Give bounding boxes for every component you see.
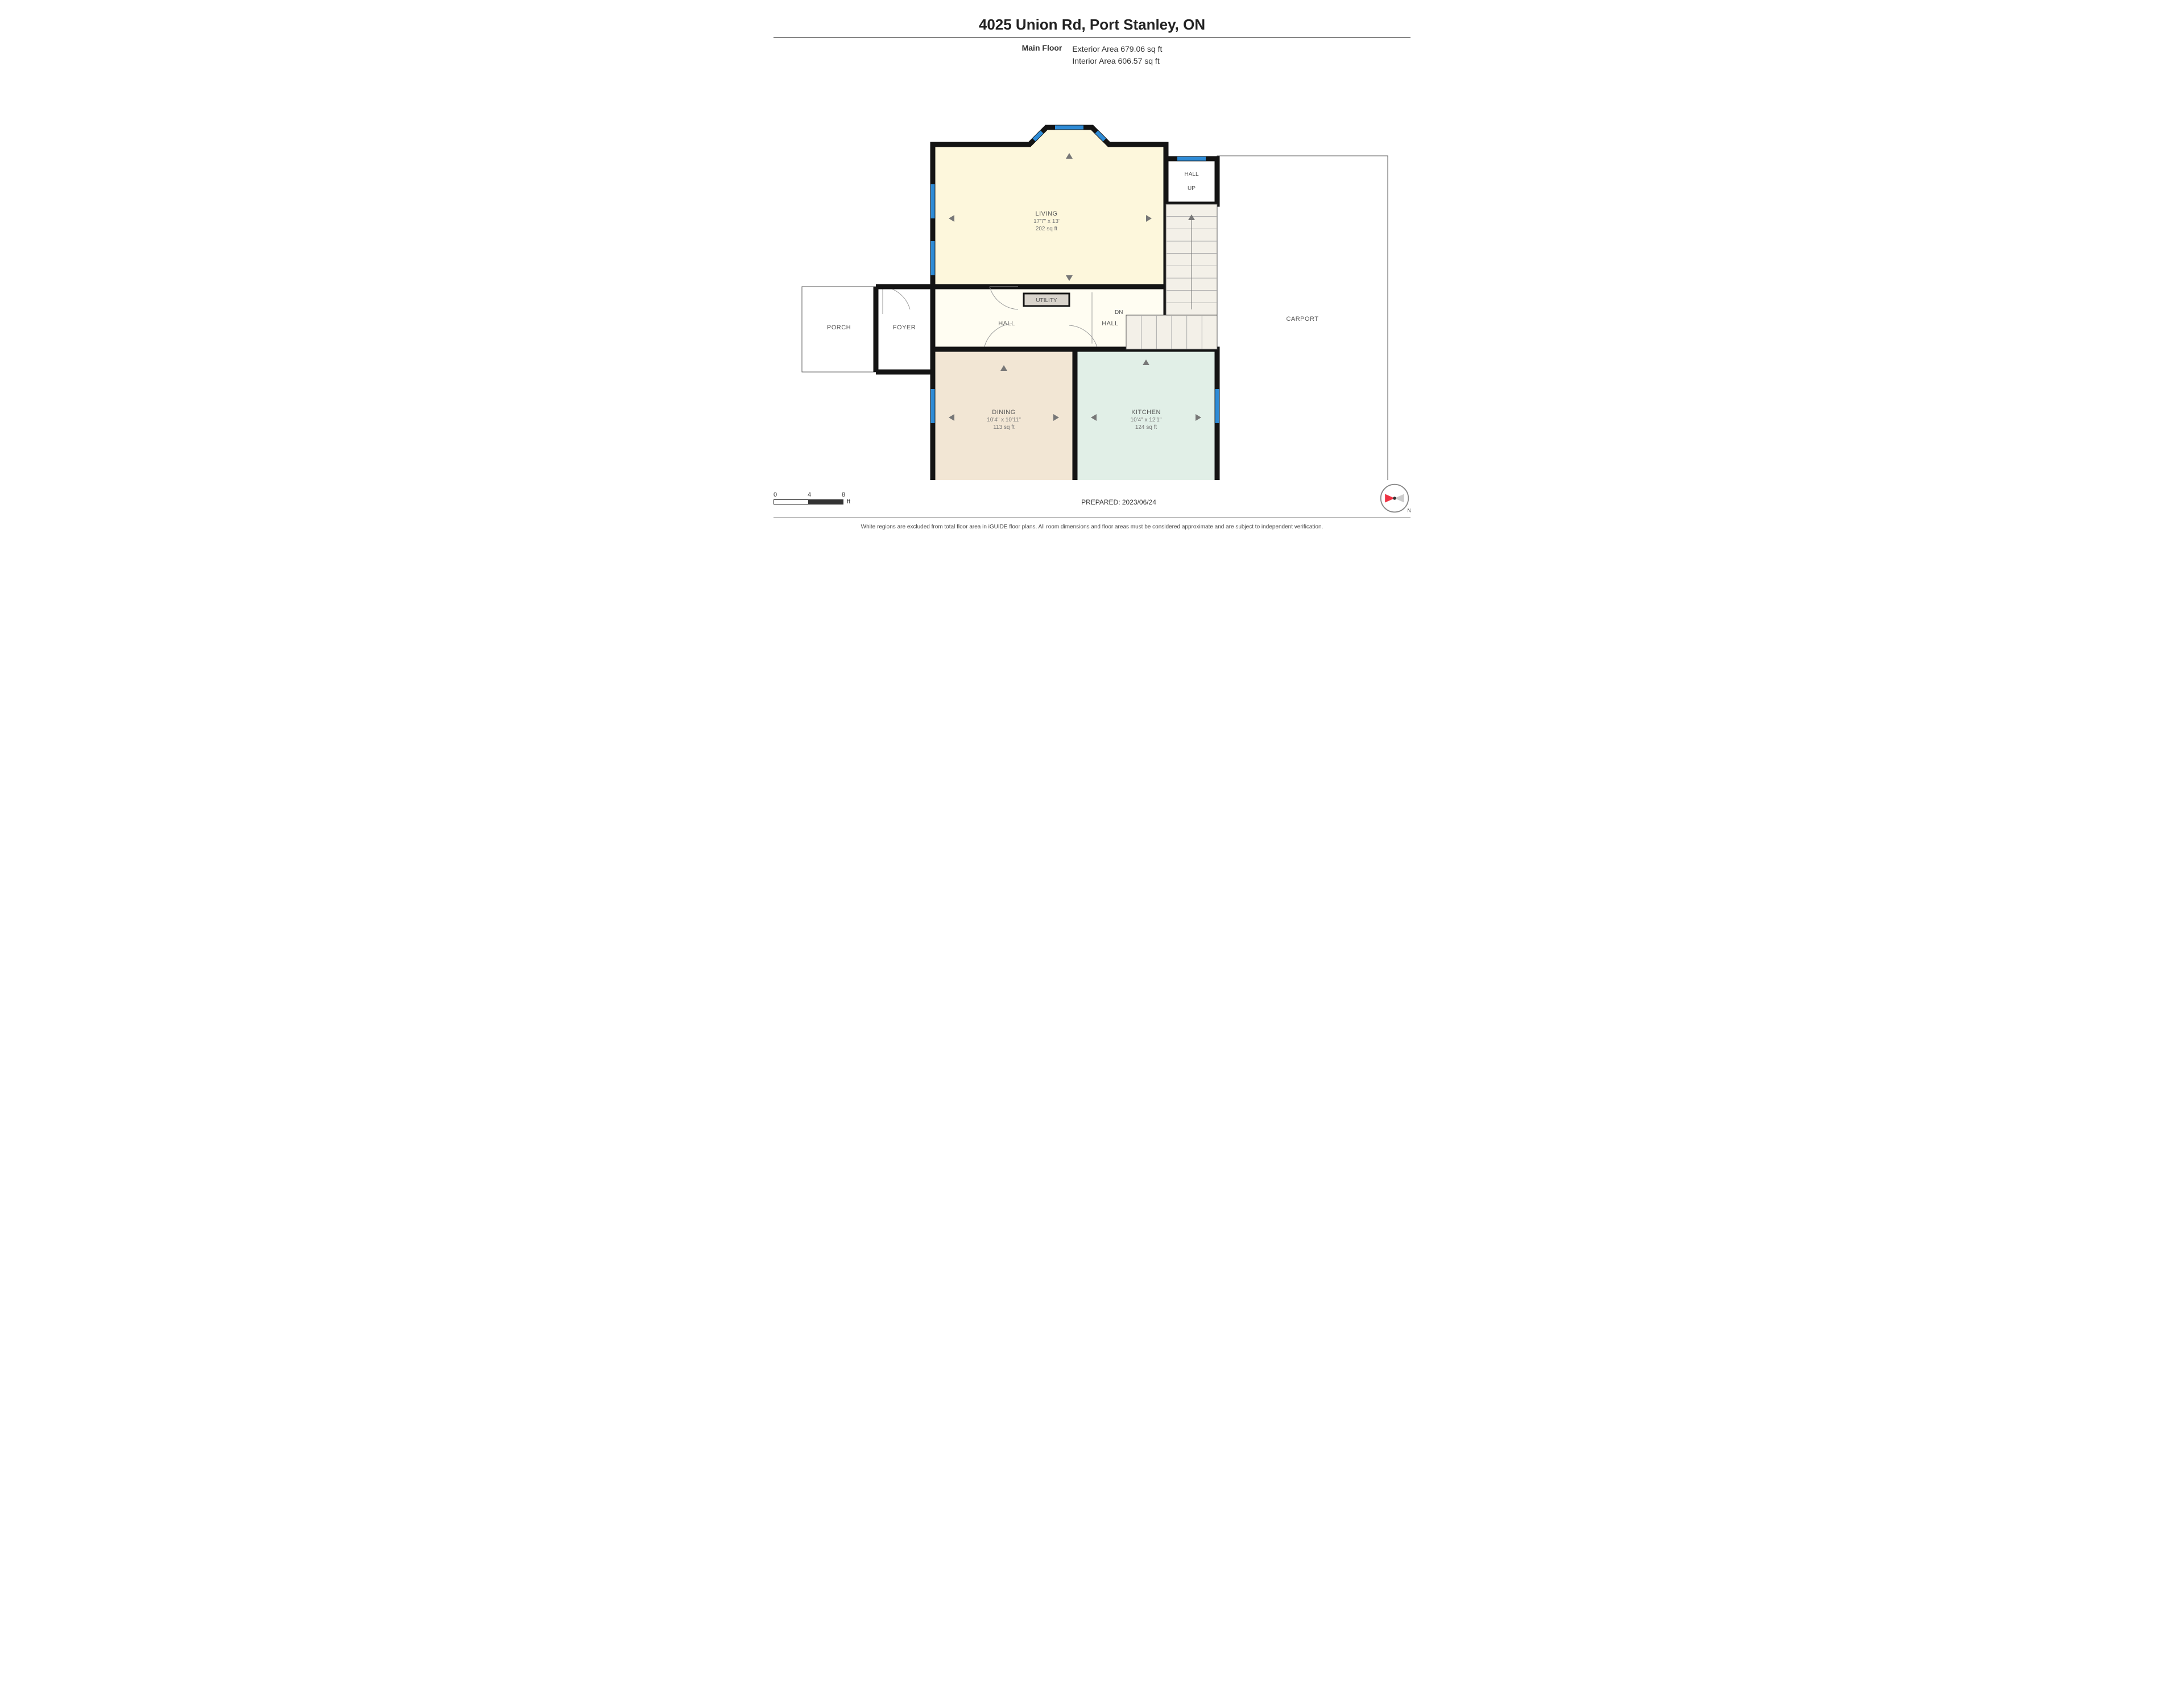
svg-text:17'7" x 13': 17'7" x 13' xyxy=(1033,218,1060,225)
svg-text:UP: UP xyxy=(1188,185,1196,192)
svg-text:HALL: HALL xyxy=(998,320,1015,327)
bottom-row: 0 4 8 ft PREPARED: 2023/06/24 N xyxy=(774,482,1410,514)
page: 4025 Union Rd, Port Stanley, ON Main Flo… xyxy=(751,0,1433,541)
svg-text:CARPORT: CARPORT xyxy=(1286,316,1318,322)
floorplan-svg: CARPORT PORCH FOYER LIVING17'7" x 13'202 sq… xyxy=(779,71,1405,480)
svg-text:113 sq ft: 113 sq ft xyxy=(993,424,1015,431)
svg-text:HALL: HALL xyxy=(1102,320,1119,327)
interior-area: Interior Area 606.57 sq ft xyxy=(1072,55,1162,67)
floorplan: CARPORT PORCH FOYER LIVING17'7" x 13'202 sq… xyxy=(774,71,1410,480)
prepared-line: PREPARED: 2023/06/24 xyxy=(859,498,1379,506)
floor-label: Main Floor xyxy=(1022,43,1062,67)
svg-text:HALL: HALL xyxy=(1184,171,1198,177)
svg-text:202 sq ft: 202 sq ft xyxy=(1036,226,1058,232)
svg-text:10'4" x 12'1": 10'4" x 12'1" xyxy=(1131,417,1162,423)
svg-text:124 sq ft: 124 sq ft xyxy=(1135,424,1157,431)
floor-meta: Main Floor Exterior Area 679.06 sq ft In… xyxy=(774,43,1410,67)
page-title: 4025 Union Rd, Port Stanley, ON xyxy=(774,16,1410,34)
svg-text:PORCH: PORCH xyxy=(827,324,851,331)
svg-text:KITCHEN: KITCHEN xyxy=(1131,409,1161,416)
compass-icon: N xyxy=(1379,482,1410,514)
title-rule xyxy=(774,37,1410,38)
exterior-area: Exterior Area 679.06 sq ft xyxy=(1072,43,1162,55)
area-values: Exterior Area 679.06 sq ft Interior Area… xyxy=(1072,43,1162,67)
svg-text:DN: DN xyxy=(1115,309,1123,316)
disclaimer: White regions are excluded from total fl… xyxy=(774,524,1410,530)
svg-text:10'4" x 10'11": 10'4" x 10'11" xyxy=(987,417,1021,423)
svg-text:UTILITY: UTILITY xyxy=(1036,297,1057,304)
scale-bar: 0 4 8 ft xyxy=(774,491,859,505)
svg-text:FOYER: FOYER xyxy=(893,324,916,331)
svg-text:DINING: DINING xyxy=(992,409,1016,416)
svg-text:LIVING: LIVING xyxy=(1035,210,1057,217)
compass-n: N xyxy=(1407,507,1410,513)
